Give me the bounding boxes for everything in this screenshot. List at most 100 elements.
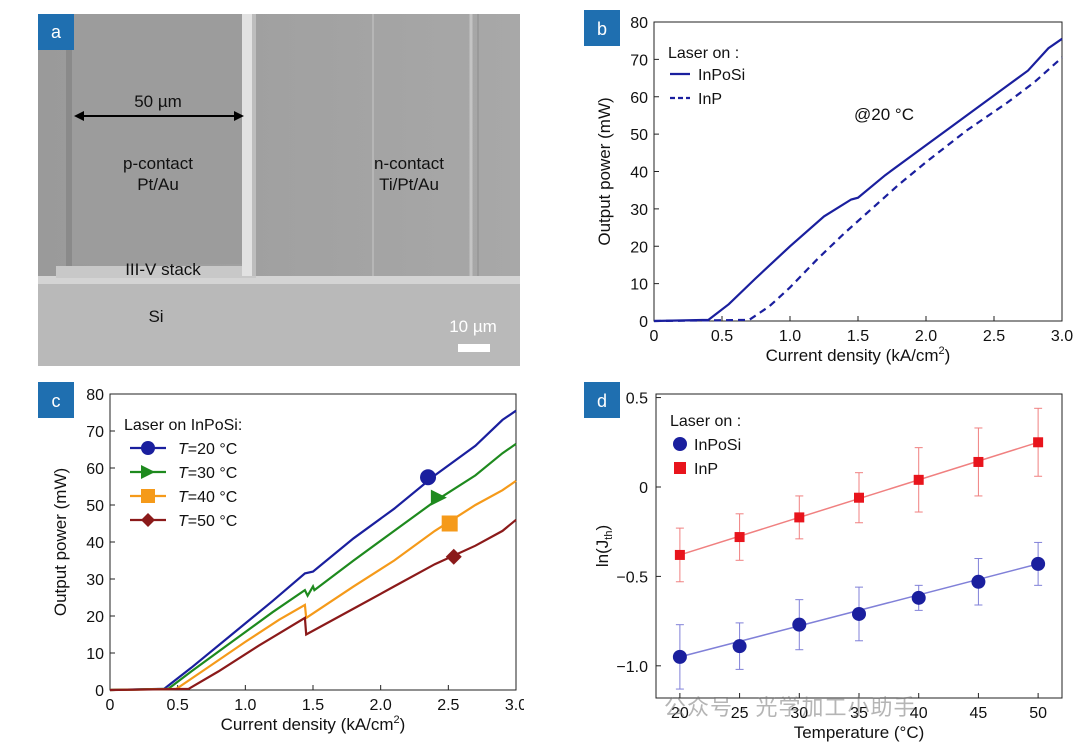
x-tick-label: 40 (910, 705, 928, 722)
width-label: 50 µm (134, 92, 182, 111)
data-point (794, 512, 805, 523)
p-contact-label: p-contact (123, 154, 193, 173)
data-point (911, 590, 926, 605)
scale-bar-label: 10 µm (449, 317, 497, 336)
panel-badge: d (597, 391, 607, 411)
x-axis-label: Current density (kA/cm2) (766, 345, 951, 365)
x-tick-label: 2.0 (370, 697, 392, 714)
data-point (973, 456, 984, 467)
y-tick-label: 60 (630, 90, 648, 107)
panel-badge: c (52, 391, 61, 411)
legend-label: InP (694, 461, 718, 478)
stack-label: III-V stack (125, 260, 201, 279)
x-tick-label: 50 (1029, 705, 1047, 722)
legend-label: T=20 °C (178, 441, 237, 458)
legend-marker (141, 513, 155, 527)
legend-label: InPoSi (694, 437, 741, 454)
y-tick-label: 60 (86, 461, 104, 478)
series-marker (430, 489, 447, 506)
temperature-annotation: @20 °C (854, 105, 914, 124)
x-tick-label: 2.5 (437, 697, 459, 714)
series-marker (445, 548, 462, 565)
y-tick-label: 0 (639, 314, 648, 331)
watermark-text: 公众号 · 光学加工小助手 (664, 695, 917, 720)
y-tick-label: 30 (86, 572, 104, 589)
si-substrate (38, 282, 520, 366)
legend-title: Laser on InPoSi: (124, 417, 242, 434)
y-tick-label: 10 (630, 277, 648, 294)
series-line (109, 442, 517, 692)
series-line (653, 56, 1063, 323)
x-tick-label: 2.0 (915, 328, 937, 345)
chart-d: d 20 25 30 35 40 45 50 −1.0 −0.5 0 0.5 Temperature (… (584, 382, 1063, 742)
sem-micrograph (38, 14, 520, 366)
legend-marker (141, 465, 155, 479)
data-point (852, 606, 866, 621)
legend-marker (673, 437, 687, 451)
data-point (734, 532, 745, 543)
chart-c: c 0 0.5 1.0 1.5 2.0 2.5 3.0 0 10 20 30 40 50 60 70 80 Cur… (38, 382, 524, 734)
x-tick-label: 1.0 (779, 328, 801, 345)
n-contact-label: n-contact (374, 154, 444, 173)
x-tick-label: 3.0 (505, 697, 524, 714)
data-point (732, 639, 747, 654)
legend-label: T=50 °C (178, 513, 237, 530)
x-tick-label: 45 (970, 705, 988, 722)
x-tick-label: 0 (106, 697, 115, 714)
panel-badge: a (38, 14, 74, 50)
legend-marker (141, 489, 155, 503)
legend-title: Laser on : (668, 45, 739, 62)
x-tick-label: 35 (850, 705, 868, 722)
iii-v-stack-ledge (56, 266, 256, 278)
data-point (674, 549, 685, 560)
legend-label: InP (698, 91, 722, 108)
plot-frame (109, 393, 517, 691)
data-point (1031, 556, 1046, 571)
data-point (792, 617, 807, 632)
x-axis-label: Current density (kA/cm2) (221, 714, 406, 734)
y-axis-label: Output power (mW) (51, 468, 70, 616)
y-tick-label: 10 (86, 646, 104, 663)
legend-label: T=40 °C (178, 489, 237, 506)
n-metal-label: Ti/Pt/Au (379, 175, 439, 194)
y-tick-label: 40 (86, 535, 104, 552)
series-line (653, 37, 1063, 323)
y-tick-label: 40 (630, 165, 648, 182)
legend-label: InPoSi (698, 67, 745, 84)
data-point (971, 574, 986, 589)
panel-badge-box (38, 382, 74, 418)
y-tick-label: 30 (630, 202, 648, 219)
data-point (913, 474, 924, 485)
p-metal-label: Pt/Au (137, 175, 179, 194)
y-tick-label: 80 (630, 15, 648, 32)
data-point (854, 492, 864, 503)
p-contact-pad (72, 14, 242, 264)
x-tick-label: 1.5 (302, 697, 324, 714)
panel-badge: b (597, 19, 607, 39)
x-tick-label: 30 (790, 705, 808, 722)
y-tick-label: 0.5 (626, 391, 648, 408)
y-tick-label: 0 (95, 683, 104, 700)
x-tick-label: 0 (650, 328, 659, 345)
y-tick-label: 70 (86, 424, 104, 441)
y-tick-label: 50 (630, 127, 648, 144)
sem-image-panel: a 50 µm p-contact Pt/Au n-contact Ti/Pt/… (38, 14, 520, 366)
chart-b: b 0 0.5 1.0 1.5 2.0 2.5 3.0 0 10 20 30 40 50 60 70 80 Cur… (584, 10, 1073, 365)
x-tick-label: 2.5 (983, 328, 1005, 345)
panel-badge-box (584, 382, 620, 418)
legend-marker (674, 462, 686, 474)
y-tick-label: 70 (630, 52, 648, 69)
x-tick-label: 3.0 (1051, 328, 1073, 345)
y-tick-label: 20 (630, 239, 648, 256)
y-tick-label: −1.0 (616, 659, 648, 676)
scale-bar (458, 344, 490, 352)
panel-badge-box (584, 10, 620, 46)
y-tick-label: 80 (86, 387, 104, 404)
legend-marker (141, 441, 155, 455)
x-tick-label: 0.5 (167, 697, 189, 714)
x-tick-label: 25 (731, 705, 749, 722)
x-tick-label: 1.0 (234, 697, 256, 714)
series-line (109, 518, 517, 692)
y-axis-label: Output power (mW) (595, 97, 614, 245)
y-axis-label: ln(Jth) (593, 525, 615, 567)
